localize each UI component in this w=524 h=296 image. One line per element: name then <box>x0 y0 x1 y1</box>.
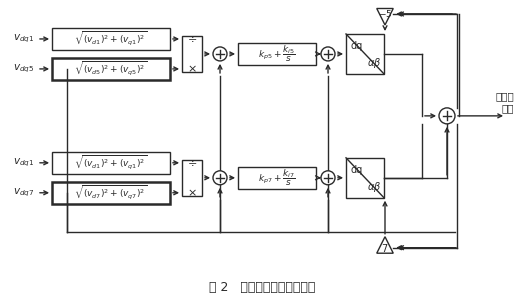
Bar <box>238 167 316 189</box>
Text: $\sqrt{(v_{d5})^2+(v_{q5})^2}$: $\sqrt{(v_{d5})^2+(v_{q5})^2}$ <box>74 60 148 78</box>
Text: $\times$: $\times$ <box>187 188 197 198</box>
Text: $\alpha\beta$: $\alpha\beta$ <box>367 180 381 194</box>
Text: 到初级
控制: 到初级 控制 <box>495 91 514 113</box>
Text: $\times$: $\times$ <box>187 64 197 74</box>
Bar <box>52 58 170 80</box>
Text: 图 2   二级控制的谐波补偿器: 图 2 二级控制的谐波补偿器 <box>209 281 315 294</box>
Text: $7$: $7$ <box>381 242 389 254</box>
Text: $v_{dq7}$: $v_{dq7}$ <box>13 186 35 199</box>
Text: $\sqrt{(v_{d7})^2+(v_{q7})^2}$: $\sqrt{(v_{d7})^2+(v_{q7})^2}$ <box>74 184 148 202</box>
Circle shape <box>213 171 227 185</box>
Text: $\sqrt{(v_{d1})^2+(v_{q1})^2}$: $\sqrt{(v_{d1})^2+(v_{q1})^2}$ <box>74 154 148 172</box>
Bar <box>182 36 202 72</box>
Text: $\sqrt{(v_{d1})^2+(v_{q1})^2}$: $\sqrt{(v_{d1})^2+(v_{q1})^2}$ <box>74 30 148 48</box>
Text: $k_{p5}+\dfrac{k_{i5}}{s}$: $k_{p5}+\dfrac{k_{i5}}{s}$ <box>258 44 296 64</box>
Polygon shape <box>377 9 393 25</box>
Text: $v_{dq1}$: $v_{dq1}$ <box>13 157 35 169</box>
Text: $v_{dq1}$: $v_{dq1}$ <box>13 33 35 45</box>
Circle shape <box>321 171 335 185</box>
Circle shape <box>321 47 335 61</box>
Polygon shape <box>377 237 393 253</box>
Bar <box>346 158 384 198</box>
Text: $k_{p7}+\dfrac{k_{i7}}{s}$: $k_{p7}+\dfrac{k_{i7}}{s}$ <box>258 168 296 188</box>
Text: $-5$: $-5$ <box>378 9 392 20</box>
Text: $\alpha\beta$: $\alpha\beta$ <box>367 56 381 70</box>
Bar <box>182 160 202 196</box>
Text: dq: dq <box>350 41 363 51</box>
Text: dq: dq <box>350 165 363 175</box>
Text: $\div$: $\div$ <box>187 34 197 44</box>
Bar <box>238 43 316 65</box>
Text: $\div$: $\div$ <box>187 158 197 168</box>
Bar <box>52 152 170 174</box>
Circle shape <box>213 47 227 61</box>
Bar <box>346 34 384 74</box>
Text: $v_{dq5}$: $v_{dq5}$ <box>13 63 35 75</box>
Bar <box>52 28 170 50</box>
Bar <box>52 182 170 204</box>
Circle shape <box>439 108 455 124</box>
